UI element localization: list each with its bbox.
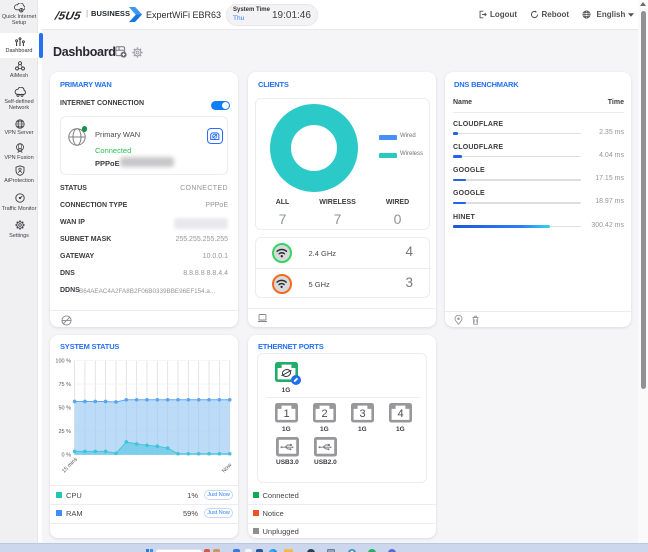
svg-text:100 %: 100 % <box>55 359 71 365</box>
svg-text:0 %: 0 % <box>62 453 72 459</box>
svg-text:/5U5: /5U5 <box>54 9 84 22</box>
svg-text:15 mins: 15 mins <box>61 456 79 474</box>
svg-text:2: 2 <box>321 408 327 420</box>
svg-text:75 %: 75 % <box>58 382 71 388</box>
svg-text:50 %: 50 % <box>58 406 71 412</box>
svg-text:Now: Now <box>221 462 233 474</box>
svg-text:25 %: 25 % <box>58 429 71 435</box>
svg-text:3: 3 <box>359 408 365 420</box>
svg-text:1: 1 <box>283 408 289 420</box>
svg-text:4: 4 <box>397 408 403 420</box>
